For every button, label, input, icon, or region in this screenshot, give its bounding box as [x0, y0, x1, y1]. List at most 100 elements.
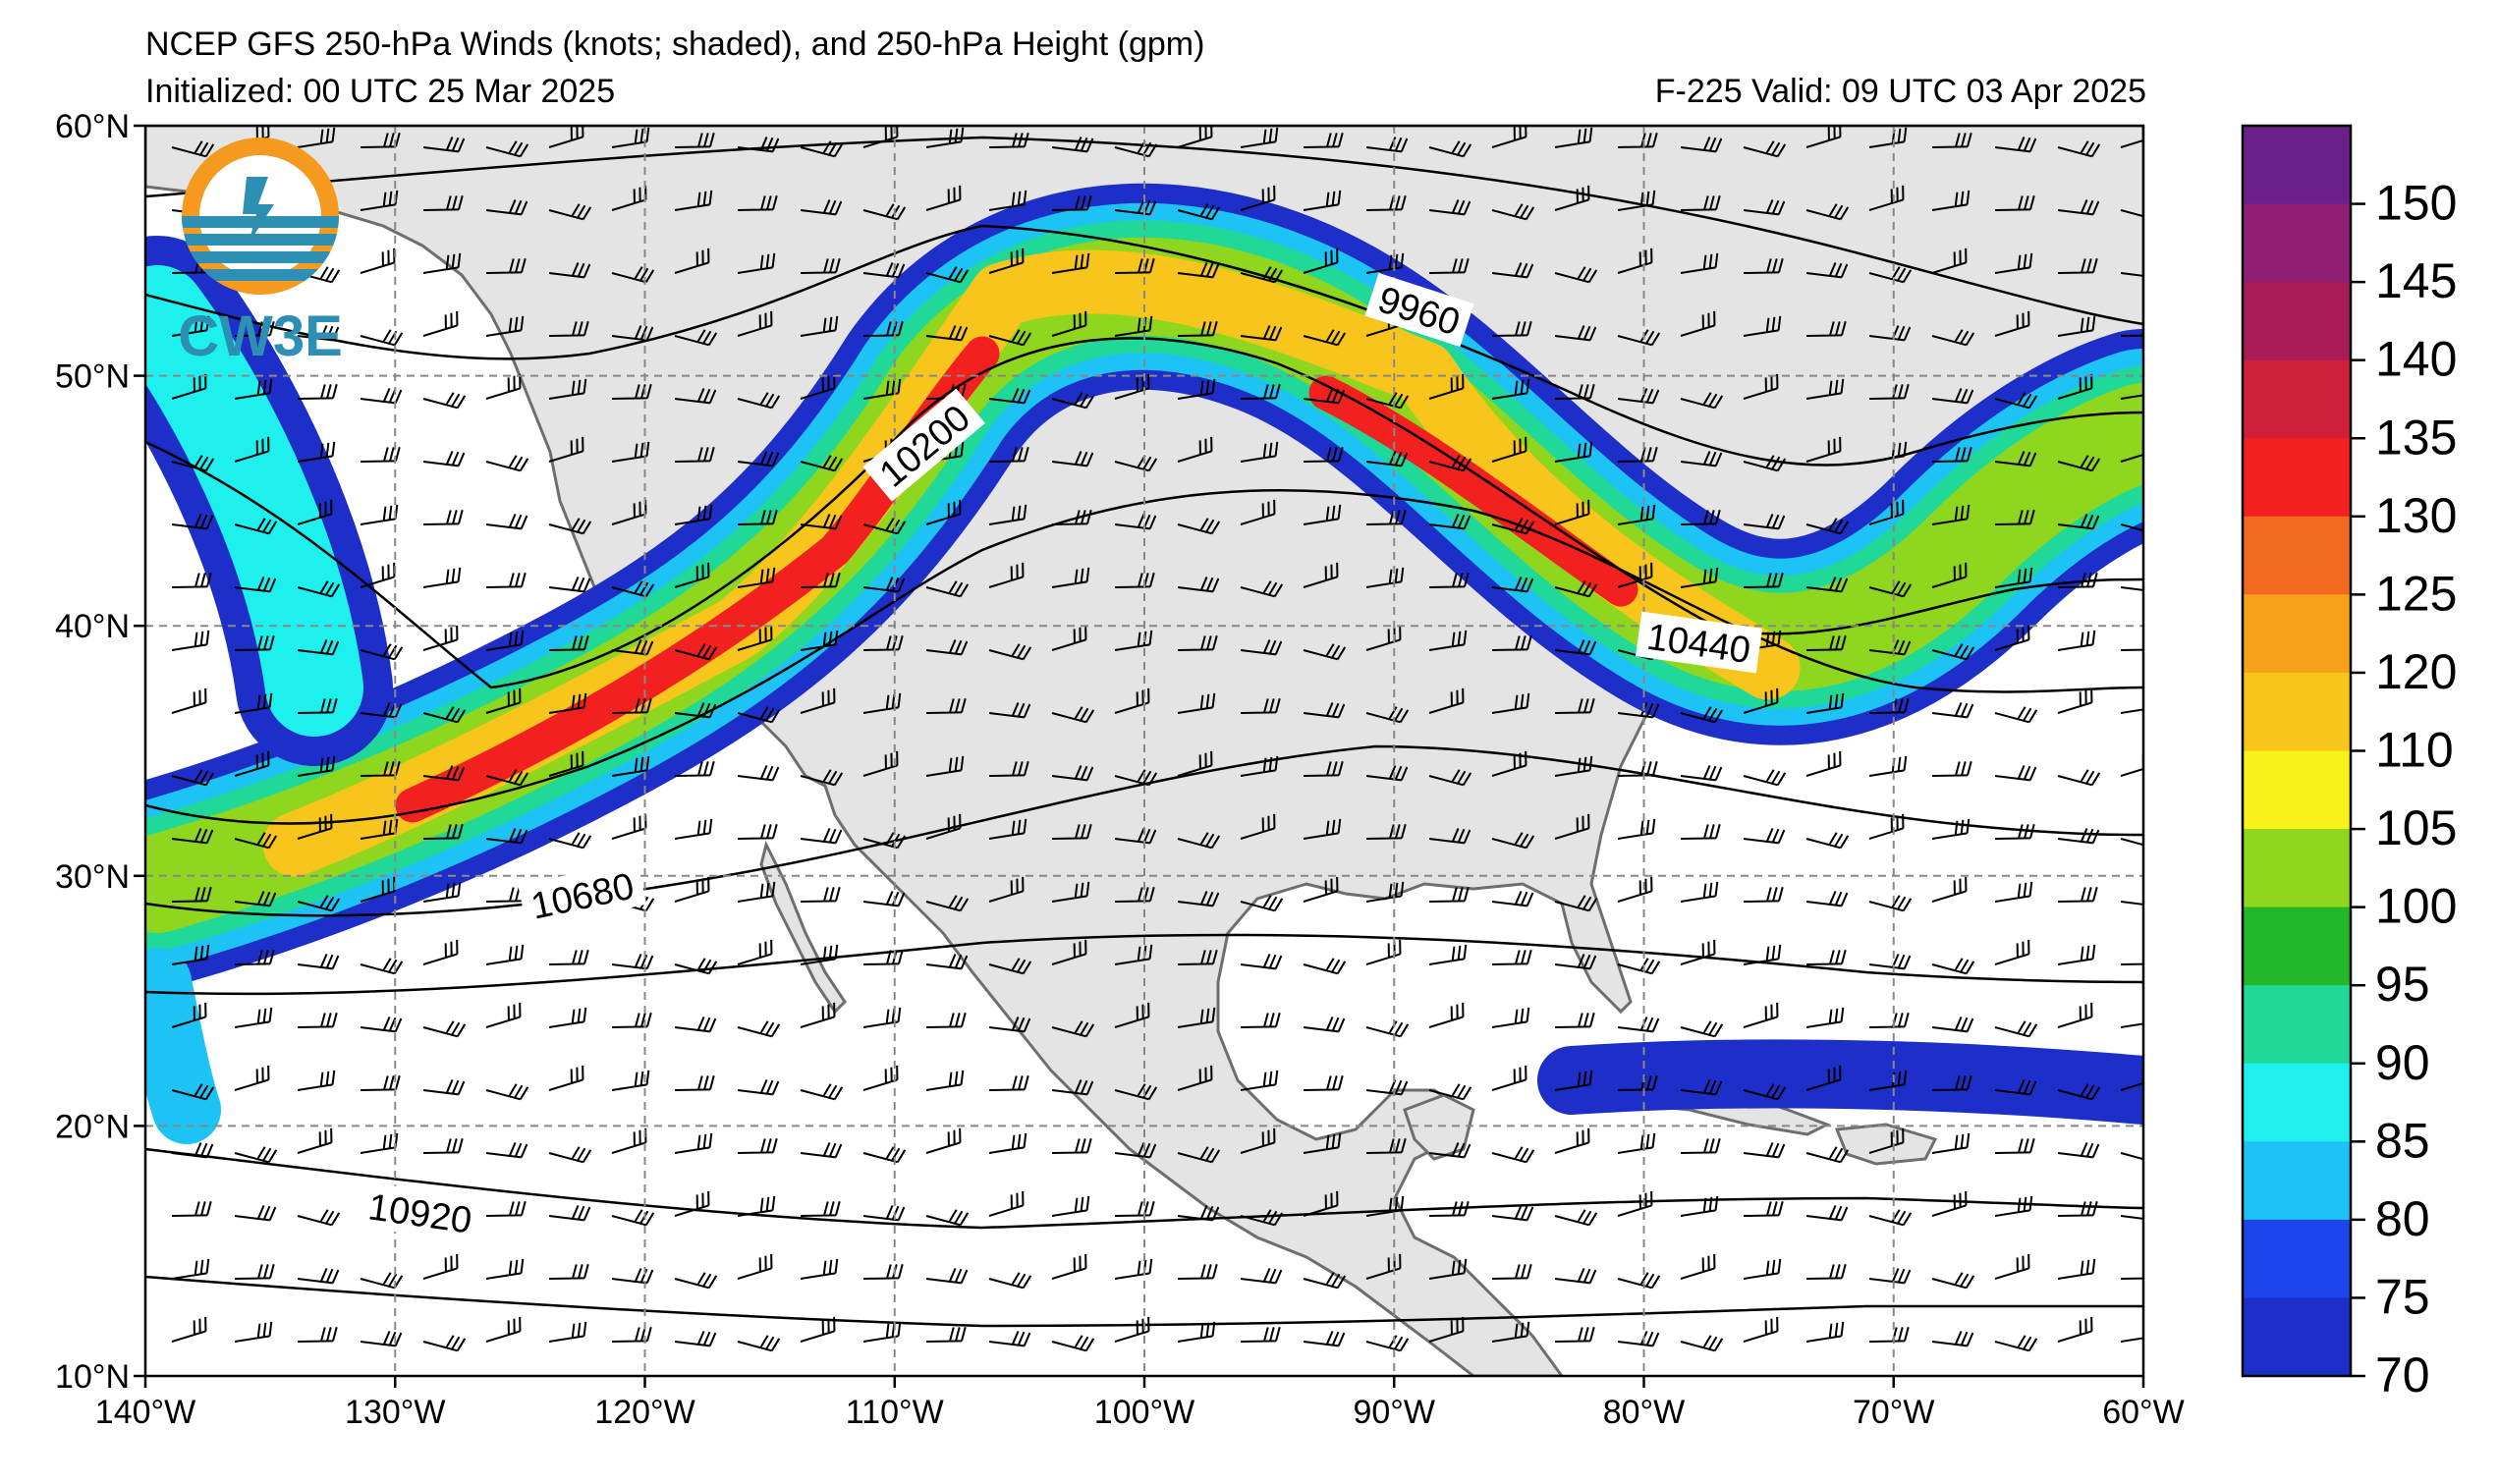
initialized-time: Initialized: 00 UTC 25 Mar 2025	[145, 73, 616, 110]
wind-barb	[611, 441, 650, 463]
wind-barb	[800, 1083, 844, 1101]
wind-barb	[2120, 577, 2143, 593]
valid-time: F-225 Valid: 09 UTC 03 Apr 2025	[1654, 73, 2146, 110]
hispaniola	[1834, 1123, 1938, 1166]
wind-barb	[1931, 958, 1975, 975]
wind-barb	[674, 818, 713, 840]
wind-barb	[548, 1321, 587, 1343]
wind-barb	[1868, 185, 1905, 211]
wind-barb	[1868, 895, 1913, 912]
wind-barb	[234, 832, 278, 850]
wind-barb	[988, 388, 1031, 405]
wind-barb	[1114, 258, 1155, 274]
wind-barb	[1491, 203, 1535, 221]
wind-barb	[611, 639, 654, 656]
wind-barb	[1428, 1258, 1468, 1280]
wind-barb	[1994, 567, 2033, 588]
wind-barb	[360, 761, 401, 777]
wind-barb	[1428, 1083, 1472, 1101]
wind-barb	[737, 1195, 776, 1217]
wind-barb	[1491, 635, 1532, 651]
wind-barb	[1931, 1190, 1968, 1217]
wind-barb	[2120, 962, 2143, 965]
wind-barb	[1805, 378, 1845, 400]
wind-barb	[2057, 1258, 2096, 1280]
wind-barb	[1994, 765, 2037, 782]
wind-barb	[1805, 1321, 1845, 1343]
wind-barb	[1931, 388, 1974, 405]
wind-barb	[1743, 514, 1786, 530]
wind-barb	[1303, 1272, 1347, 1290]
wind-barb	[988, 133, 1029, 148]
wind-barb	[1240, 1268, 1283, 1285]
wind-barb	[1868, 384, 1910, 400]
height-contours	[145, 136, 2143, 1328]
wind-barb	[988, 1272, 1032, 1290]
wind-barb	[1994, 1335, 2038, 1352]
wind-barb	[1868, 325, 1912, 342]
wind-barb	[674, 447, 715, 463]
wind-barb	[1743, 258, 1784, 274]
wind-barb	[2057, 828, 2100, 845]
wind-barb	[1931, 329, 1975, 347]
wind-barb	[1680, 1253, 1716, 1280]
wind-barb	[674, 1132, 713, 1154]
lon-label: 80°W	[1603, 1394, 1686, 1431]
wind-barb	[1051, 1335, 1095, 1352]
wind-barb	[1491, 126, 1527, 148]
wind-barb	[1303, 761, 1344, 777]
wind-barb	[1680, 310, 1716, 337]
wind-barb	[485, 315, 525, 337]
wind-barb	[1680, 252, 1719, 274]
wind-barb	[1931, 643, 1975, 661]
lat-label: 60°N	[55, 108, 130, 145]
wind-barb	[1805, 577, 1849, 593]
wind-barb	[234, 1146, 278, 1164]
wind-barb	[171, 1201, 212, 1217]
wind-barb	[1177, 750, 1213, 777]
wind-barb	[234, 518, 278, 535]
wind-barb	[674, 388, 717, 405]
wind-barb	[548, 1146, 592, 1164]
wind-barb	[297, 1209, 341, 1227]
wind-barb	[2057, 140, 2101, 158]
wind-barb	[234, 321, 275, 337]
wind-barb	[360, 190, 399, 211]
wind-barb	[1051, 881, 1090, 903]
wind-barb	[1303, 1017, 1346, 1033]
wind-barb	[1303, 388, 1346, 405]
wind-barb	[611, 1013, 652, 1028]
wind-barb	[737, 567, 776, 588]
wind-barb	[234, 750, 270, 777]
wind-barb	[485, 1083, 529, 1101]
wind-barb	[611, 266, 655, 284]
wind-barb	[925, 1013, 967, 1028]
wind-barb	[422, 137, 466, 153]
wind-barb	[1051, 824, 1092, 840]
wind-barb	[1365, 451, 1409, 467]
wind-barb	[1491, 692, 1530, 714]
wind-barb	[1365, 881, 1405, 903]
wind-barb	[988, 329, 1032, 347]
wind-barb	[925, 127, 965, 148]
wind-barb	[2120, 832, 2143, 850]
wind-barb	[1303, 1132, 1342, 1154]
wind-barb	[1805, 635, 1847, 651]
wind-barb	[485, 1142, 528, 1159]
wind-barb	[737, 310, 773, 337]
wind-barb	[1491, 1321, 1530, 1343]
wind-barb	[1114, 315, 1153, 337]
wind-barb	[1680, 1335, 1724, 1352]
wind-barb	[1617, 1272, 1661, 1290]
wind-barb	[611, 954, 654, 970]
wind-barb	[862, 635, 904, 651]
wind-barb	[611, 1070, 650, 1091]
wind-barb	[1177, 436, 1213, 463]
wind-barb	[1868, 1268, 1912, 1285]
wind-barb	[2057, 315, 2096, 337]
wind-barb	[360, 643, 404, 661]
wind-barb	[1743, 455, 1787, 472]
wind-barb	[1743, 199, 1786, 216]
lightning-icon	[243, 177, 274, 244]
wind-barb	[800, 315, 839, 337]
